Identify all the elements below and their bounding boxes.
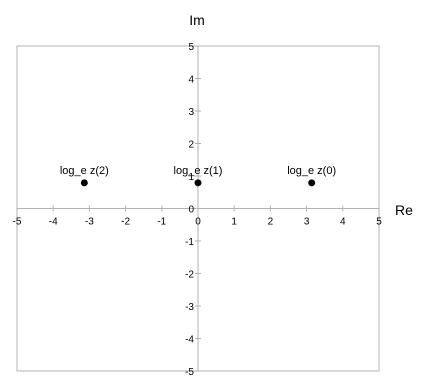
x-ticks: -5 -4 -3 -2 -1 0 1 2 3 4 5 xyxy=(13,205,382,228)
x-tick-label: 5 xyxy=(376,217,382,228)
y-tick-label: 1 xyxy=(188,172,194,183)
x-tick-label: 1 xyxy=(231,217,237,228)
data-point xyxy=(80,179,88,187)
data-points: log_e z(2) log_e z(1) log_e z(0) xyxy=(60,165,336,187)
y-tick-label: 5 xyxy=(188,42,194,53)
x-tick-label: 4 xyxy=(340,217,346,228)
x-tick-label: -4 xyxy=(49,217,58,228)
data-point xyxy=(194,179,202,187)
x-tick-label: 2 xyxy=(268,217,274,228)
y-tick-label: 0 xyxy=(188,205,194,216)
y-tick-label: -5 xyxy=(185,367,194,376)
data-point-label: log_e z(1) xyxy=(174,165,223,177)
x-tick-label: -3 xyxy=(85,217,94,228)
x-tick-label: -1 xyxy=(157,217,166,228)
data-point-label: log_e z(0) xyxy=(287,165,336,177)
y-tick-label: -2 xyxy=(185,270,194,281)
x-axis-title: Re xyxy=(395,202,413,218)
y-tick-label: 2 xyxy=(188,140,194,151)
y-tick-label: -3 xyxy=(185,302,194,313)
x-tick-label: -5 xyxy=(13,217,22,228)
y-axis-title: Im xyxy=(189,12,205,28)
y-tick-label: 4 xyxy=(188,75,194,86)
x-tick-label: 0 xyxy=(195,217,201,228)
data-point-label: log_e z(2) xyxy=(60,165,109,177)
x-tick-label: 3 xyxy=(304,217,310,228)
y-tick-label: 3 xyxy=(188,107,194,118)
data-point xyxy=(308,179,316,187)
x-tick-label: -2 xyxy=(121,217,130,228)
y-tick-label: -1 xyxy=(185,237,194,248)
y-tick-label: -4 xyxy=(185,335,194,346)
